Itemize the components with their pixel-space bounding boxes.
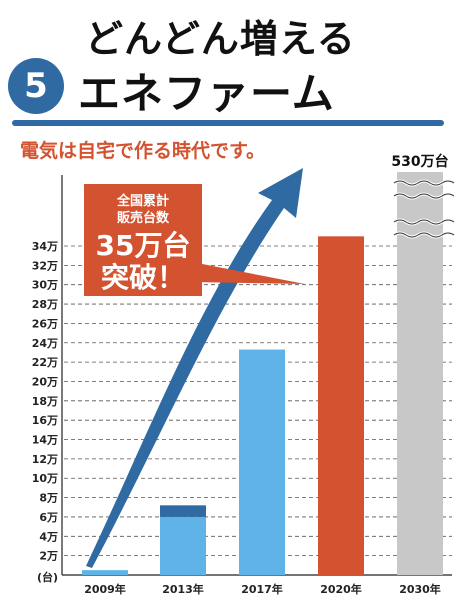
arrow-icon <box>86 168 303 568</box>
chart-subtitle: 電気は自宅で作る時代です。 <box>20 140 266 162</box>
callout-text: 全国累計 <box>116 193 169 209</box>
x-tick-label: 2013年 <box>162 582 204 596</box>
data-label: 530万台 <box>391 153 448 170</box>
bars <box>82 172 455 575</box>
callout-text: 35万台 <box>96 229 191 262</box>
y-tick-label: 30万 <box>32 279 58 292</box>
title-line-1: どんどん増える <box>85 17 356 61</box>
y-tick-label: 8万 <box>39 492 58 505</box>
y-tick-label: 26万 <box>32 317 58 330</box>
y-tick-label: 24万 <box>32 337 58 350</box>
y-tick-label: 4万 <box>39 530 58 543</box>
axis-break-mark <box>393 193 455 199</box>
y-axis-ticks: (台) 2万 4万 6万 8万 10万 12万 14万 16万 18万 20万 22万 24万 26万 28… <box>32 240 58 584</box>
title-underline <box>12 120 444 126</box>
y-tick-label: 6万 <box>39 511 58 524</box>
bar <box>239 349 285 575</box>
bar <box>160 516 206 575</box>
x-tick-label: 2017年 <box>241 582 283 596</box>
callout-text: 突破！ <box>101 261 185 294</box>
y-tick-label: 28万 <box>32 298 58 311</box>
header: 5 どんどん増える エネファーム <box>0 0 475 126</box>
y-tick-label: 34万 <box>32 240 58 253</box>
x-axis-ticks: 2009年 2013年 2017年 2020年 2030年 <box>84 582 441 596</box>
bar <box>318 236 364 575</box>
data-labels: 530万台 <box>391 153 448 170</box>
y-tick-label: 20万 <box>32 375 58 388</box>
y-tick-label: (台) <box>37 570 58 584</box>
x-tick-label: 2009年 <box>84 582 126 596</box>
y-tick-label: 2万 <box>39 550 58 563</box>
bar <box>82 570 128 575</box>
y-tick-label: 12万 <box>32 453 58 466</box>
title-line-2: エネファーム <box>78 69 335 118</box>
bar-segment <box>160 505 206 517</box>
y-tick-label: 18万 <box>32 395 58 408</box>
y-tick-label: 14万 <box>32 434 58 447</box>
axis-break-mark <box>393 219 455 225</box>
growth-arrow <box>86 168 303 568</box>
callout-pointer <box>192 262 305 284</box>
bar <box>397 172 443 575</box>
axis-break-mark <box>393 180 455 186</box>
y-tick-label: 32万 <box>32 259 58 272</box>
y-tick-label: 10万 <box>32 472 58 485</box>
y-tick-label: 22万 <box>32 356 58 369</box>
x-tick-label: 2020年 <box>320 582 362 596</box>
callout-box <box>84 184 202 296</box>
section-number-badge: 5 <box>8 58 64 114</box>
x-tick-label: 2030年 <box>399 582 441 596</box>
callout-text: 販売台数 <box>117 210 170 226</box>
axis-break-mark <box>393 232 455 238</box>
y-tick-label: 16万 <box>32 414 58 427</box>
